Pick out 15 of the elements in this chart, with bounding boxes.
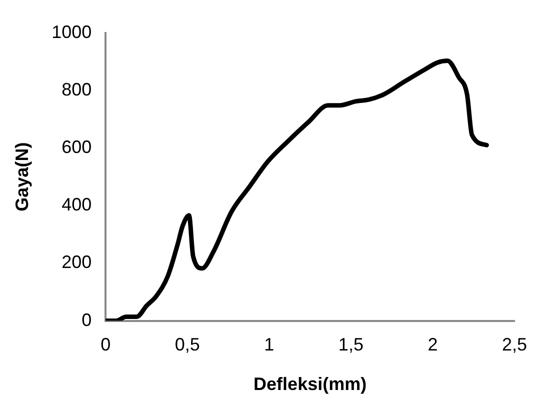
y-tick-label: 400 bbox=[62, 194, 92, 215]
x-tick-label: 2,5 bbox=[502, 334, 528, 355]
y-axis-title: Gaya(N) bbox=[12, 142, 32, 212]
y-tick-label: 800 bbox=[62, 79, 92, 100]
x-tick-label: 1,5 bbox=[338, 334, 364, 355]
x-tick-label: 0 bbox=[100, 334, 111, 355]
y-tick-label: 0 bbox=[82, 310, 92, 330]
y-tick-label: 1000 bbox=[52, 22, 92, 42]
y-tick-label: 200 bbox=[62, 252, 92, 272]
line-series bbox=[106, 58, 489, 321]
x-axis-title: Defleksi(mm) bbox=[254, 374, 367, 394]
x-tick-label: 2 bbox=[428, 334, 438, 355]
x-tick-label: 1 bbox=[264, 334, 274, 355]
y-tick-label: 600 bbox=[62, 136, 92, 157]
x-tick-label: 0,5 bbox=[174, 334, 200, 355]
